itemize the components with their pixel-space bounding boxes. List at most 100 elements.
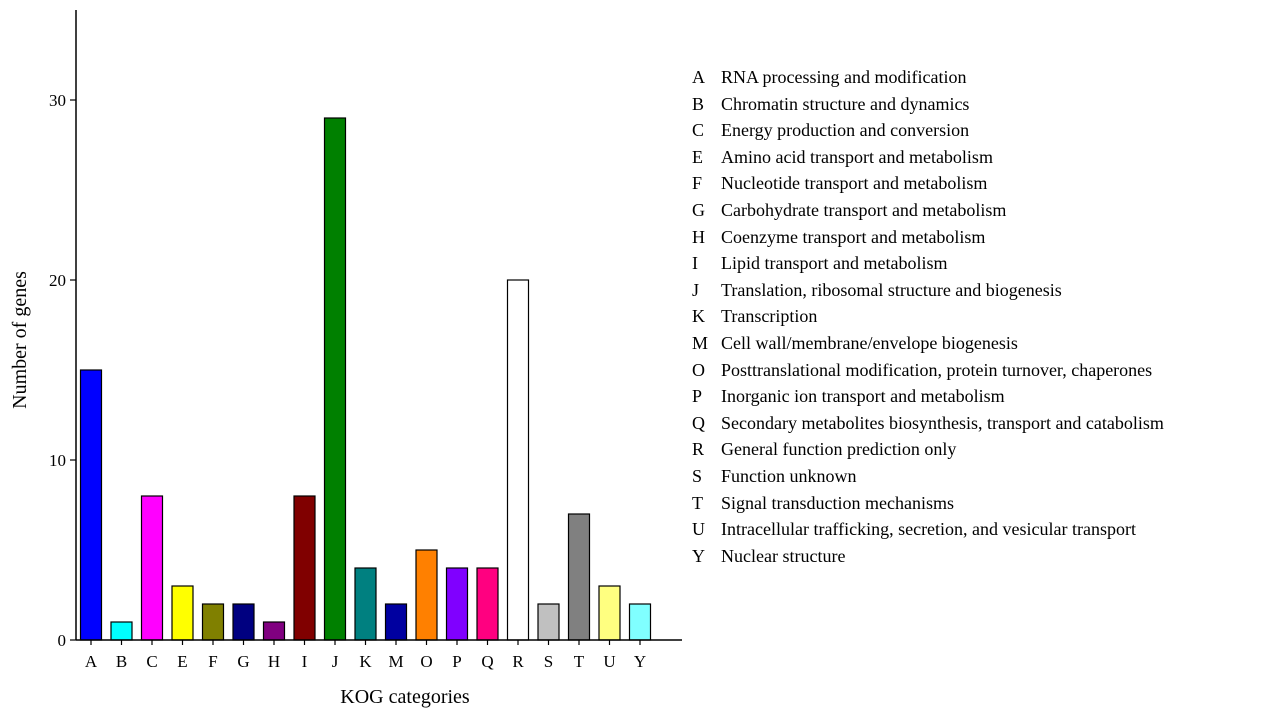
bar-B [110, 621, 133, 641]
legend-label: Posttranslational modification, protein … [721, 359, 1153, 380]
x-tick-label-G: G [237, 652, 249, 671]
bar-K [354, 567, 377, 641]
legend-code: H [692, 226, 705, 247]
legend-item-K: K Transcription [692, 303, 1164, 330]
legend-label: RNA processing and modification [721, 67, 967, 87]
y-tick-labels: 0 10 20 30 [49, 91, 76, 650]
bar-T [567, 513, 591, 641]
bar-C [140, 495, 164, 641]
bar-M [384, 603, 408, 641]
legend-label: Lipid transport and metabolism [721, 253, 948, 274]
y-tick-label: 30 [49, 91, 66, 110]
legend-item-A: A RNA processing and modification [692, 64, 1164, 91]
legend-item-R: R General function prediction only [692, 436, 1164, 463]
bar-J [323, 117, 347, 641]
x-tick-label-O: O [420, 652, 432, 671]
legend-label: Nucleotide transport and metabolism [721, 173, 988, 194]
legend-code: S [692, 465, 703, 486]
legend-label: Transcription [721, 306, 818, 327]
legend-label: Function unknown [721, 465, 857, 486]
legend-label: Chromatin structure and dynamics [721, 93, 970, 114]
legend-item-Q: Q Secondary metabolites biosynthesis, tra… [692, 410, 1164, 437]
legend-code: B [692, 93, 705, 114]
legend-label: Cell wall/membrane/envelope biogenesis [721, 332, 1018, 353]
legend-item-Y: Y Nuclear structure [692, 543, 1164, 570]
bar-O [415, 549, 438, 641]
x-tick-label-E: E [177, 652, 187, 671]
y-axis-label: Number of genes [9, 271, 31, 409]
x-tick-label-B: B [116, 652, 127, 671]
legend-item-P: P Inorganic ion transport and metabolism [692, 383, 1164, 410]
x-tick-label-H: H [268, 652, 280, 671]
x-tick-label-C: C [146, 652, 157, 671]
legend-item-G: G Carbohydrate transport and metabolism [692, 197, 1164, 224]
legend-code: I [692, 253, 698, 274]
legend-label: Translation, ribosomal structure and bio… [721, 279, 1062, 300]
bar-Q [476, 567, 499, 641]
x-tick-label-A: A [85, 652, 98, 671]
legend-code: T [692, 492, 703, 513]
legend-item-B: B Chromatin structure and dynamics [692, 91, 1164, 118]
legend-code: M [692, 332, 709, 353]
legend-label: Inorganic ion transport and metabolism [721, 386, 1005, 407]
legend-code: R [692, 439, 705, 460]
legend-item-M: M Cell wall/membrane/envelope biogenesis [692, 330, 1164, 357]
legend-item-I: I Lipid transport and metabolism [692, 250, 1164, 277]
x-tick-label-Q: Q [481, 652, 493, 671]
legend-item-O: O Posttranslational modification, protein… [692, 357, 1164, 384]
legend-item-F: F Nucleotide transport and metabolism [692, 170, 1164, 197]
x-tick-label-R: R [512, 652, 524, 671]
bar-Y [628, 603, 652, 641]
x-tick-label-F: F [208, 652, 217, 671]
legend-code: E [692, 146, 703, 167]
legend-item-U: U Intracellular trafficking, secretion, a… [692, 516, 1164, 543]
legend-item-S: S Function unknown [692, 463, 1164, 490]
bar-H [262, 621, 286, 641]
legend-code: O [692, 359, 705, 380]
legend-code: U [692, 519, 705, 540]
x-tick-label-I: I [302, 652, 308, 671]
bar-A [79, 369, 103, 641]
legend-label: Coenzyme transport and metabolism [721, 226, 986, 247]
x-tick-label-J: J [332, 652, 339, 671]
legend-code: Y [692, 545, 705, 566]
legend-item-E: E Amino acid transport and metabolism [692, 144, 1164, 171]
legend-code: A [692, 67, 705, 87]
legend-code: K [692, 306, 705, 327]
legend-label: Secondary metabolites biosynthesis, tran… [721, 412, 1164, 433]
x-tick-label-M: M [388, 652, 403, 671]
legend-item-C: C Energy production and conversion [692, 117, 1164, 144]
y-tick-label: 20 [49, 271, 66, 290]
bar-E [171, 585, 194, 641]
legend-label: Signal transduction mechanisms [721, 492, 954, 513]
x-tick-label-Y: Y [634, 652, 646, 671]
y-tick-label: 10 [49, 451, 66, 470]
legend-code: G [692, 199, 705, 220]
legend-item-T: T Signal transduction mechanisms [692, 490, 1164, 517]
legend-label: Nuclear structure [721, 545, 846, 566]
bars-group [79, 117, 652, 641]
x-tick-label-U: U [603, 652, 615, 671]
x-axis-label: KOG categories [340, 686, 470, 708]
y-tick-label: 0 [58, 631, 67, 650]
legend-label: General function prediction only [721, 439, 957, 460]
legend-label: Energy production and conversion [721, 120, 970, 141]
legend-label: Amino acid transport and metabolism [721, 146, 993, 167]
bar-P [445, 567, 469, 641]
bar-R [506, 279, 530, 641]
legend-label: Intracellular trafficking, secretion, an… [721, 519, 1136, 540]
legend-code: P [692, 386, 703, 407]
legend-code: C [692, 120, 705, 141]
bar-U [598, 585, 621, 641]
legend-label: Carbohydrate transport and metabolism [721, 199, 1007, 220]
legend-code: F [692, 173, 703, 194]
legend-item-H: H Coenzyme transport and metabolism [692, 224, 1164, 251]
x-tick-label-K: K [359, 652, 372, 671]
bar-I [293, 495, 316, 641]
bar-G [232, 603, 255, 641]
bar-S [537, 603, 560, 641]
bar-F [201, 603, 225, 641]
x-tick-label-P: P [452, 652, 461, 671]
